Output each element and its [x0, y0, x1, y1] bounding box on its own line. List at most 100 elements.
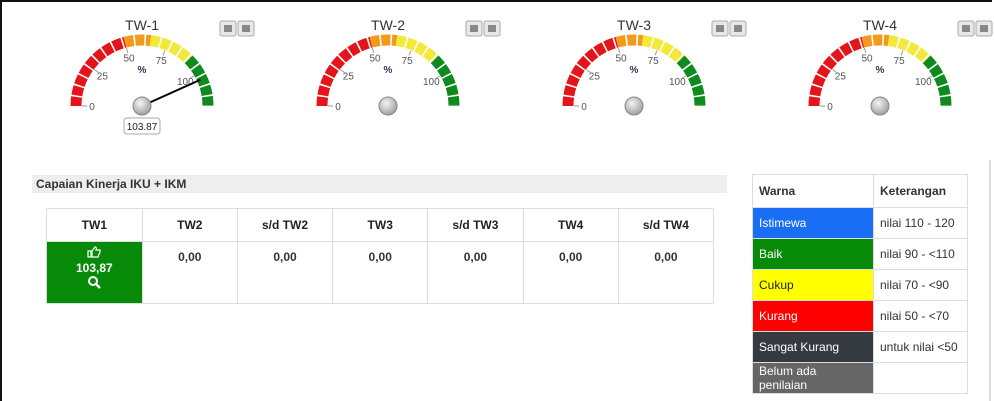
gauge-band	[808, 36, 865, 107]
legend-color: Istimewa	[752, 207, 874, 239]
gauge-tick-label: 25	[97, 72, 109, 83]
gauge-pivot	[378, 96, 398, 116]
cell-value: 0,00	[558, 250, 583, 264]
legend-row: Istimewa nilai 110 - 120	[752, 207, 968, 239]
gauge-tick-label: 75	[402, 56, 414, 67]
gauge-tick-label: 100	[669, 77, 686, 88]
thumbs-up-icon	[87, 246, 101, 258]
gauge-band	[430, 55, 460, 107]
cell-value: 0,00	[178, 250, 202, 264]
gauge-tick-label: 0	[581, 102, 587, 113]
gauge-tick	[408, 50, 412, 56]
kpi-table: TW1 TW2 s/d TW2 TW3 s/d TW3 TW4 s/d TW4 103,87 0…	[46, 208, 715, 304]
table-cell: 0,00	[427, 241, 524, 304]
legend-range: nilai 110 - 120	[873, 207, 968, 239]
cell-value: 0,00	[463, 250, 488, 264]
gauge-band	[70, 36, 127, 107]
column-header: TW1	[46, 208, 143, 242]
gauge-tick-label: 100	[423, 77, 440, 88]
gauge-tick-label: 50	[369, 54, 381, 65]
gauge-band	[369, 34, 398, 48]
gauge-tick	[832, 69, 837, 73]
legend-range: nilai 50 - <70	[873, 300, 968, 332]
gauge-tick-label: 0	[335, 102, 341, 113]
table-cell: 0,00	[332, 241, 429, 304]
gauge-tick	[125, 47, 129, 54]
search-icon	[88, 276, 102, 289]
button-icon	[962, 25, 970, 32]
legend-header: Warna	[752, 174, 874, 208]
legend-row: Baik nilai 90 - <110	[752, 238, 968, 270]
gauge-pivot	[870, 96, 890, 116]
legend-range: nilai 90 - <110	[873, 238, 968, 270]
legend-color: Baik	[752, 238, 874, 270]
gauge-unit: %	[876, 65, 885, 76]
gauge-unit: %	[630, 65, 639, 76]
gauge-tick	[927, 75, 933, 79]
table-cell: 0,00	[236, 241, 334, 304]
legend-row: Belum ada penilaian	[752, 362, 968, 394]
gauge-tick-label: 75	[894, 56, 906, 67]
search-button[interactable]	[48, 275, 141, 292]
divider	[989, 160, 991, 401]
gauge-needle	[141, 78, 201, 107]
gauge-pivot	[132, 96, 152, 116]
table-cell: 0,00	[522, 241, 619, 304]
gauge-tick-label: 100	[177, 77, 194, 88]
gauge-tick-label: 0	[89, 102, 95, 113]
gauge-tick	[586, 69, 591, 73]
gauge-title: TW-4	[863, 17, 897, 33]
legend-color: Cukup	[752, 269, 874, 301]
table-cell: 103,87	[46, 241, 143, 304]
legend-range	[873, 362, 968, 394]
legend-row: Sangat Kurang untuk nilai <50	[752, 331, 968, 363]
gauge-tick	[340, 69, 345, 73]
gauge-tick-label: 50	[861, 54, 873, 65]
legend-color: Sangat Kurang	[752, 331, 874, 363]
gauge-tick	[94, 69, 99, 73]
cell-value: 103,87	[75, 261, 113, 275]
gauge-tick	[654, 50, 658, 56]
button-icon	[488, 25, 496, 32]
gauge-tick-label: 25	[835, 72, 847, 83]
column-header: TW3	[332, 208, 429, 242]
gauge-tick	[900, 50, 904, 56]
gauge-band	[562, 36, 619, 107]
cell-value: 0,00	[368, 250, 392, 264]
gauge-tick	[617, 47, 621, 54]
section-title: Capaian Kinerja IKU + IKM	[32, 175, 727, 193]
gauge-band	[615, 34, 644, 48]
gauge-band	[316, 36, 373, 107]
gauge-band	[184, 55, 214, 107]
gauge-band	[641, 35, 685, 64]
gauge-band	[149, 35, 193, 64]
legend-header: Keterangan	[873, 174, 968, 208]
gauge-tick	[371, 47, 375, 54]
column-header: TW2	[141, 208, 238, 242]
gauge-band	[887, 35, 931, 64]
legend-color: Belum ada penilaian	[752, 362, 874, 394]
gauge-tick-label: 0	[827, 102, 833, 113]
button-icon	[224, 25, 232, 32]
legend-row: Cukup nilai 70 - <90	[752, 269, 968, 301]
gauge-tick-label: 25	[343, 72, 355, 83]
gauge-tick-label: 50	[615, 54, 627, 65]
gauge-tick	[435, 75, 441, 79]
button-icon	[242, 25, 250, 32]
column-header: s/d TW4	[617, 208, 715, 242]
gauge-pivot	[624, 96, 644, 116]
cell-value: 0,00	[654, 250, 678, 264]
gauge-band	[395, 35, 439, 64]
gauge-unit: %	[384, 65, 393, 76]
gauge-tick	[189, 75, 195, 79]
table-cell: 0,00	[141, 241, 238, 304]
gauge-tick	[162, 50, 166, 56]
legend-range: nilai 70 - <90	[873, 269, 968, 301]
gauge-tick-label: 50	[123, 54, 135, 65]
legend-table: Warna Keterangan Istimewa nilai 110 - 120 Ba…	[752, 174, 968, 394]
column-header: s/d TW3	[427, 208, 524, 242]
gauge-title: TW-3	[617, 17, 651, 33]
button-icon	[470, 25, 478, 32]
